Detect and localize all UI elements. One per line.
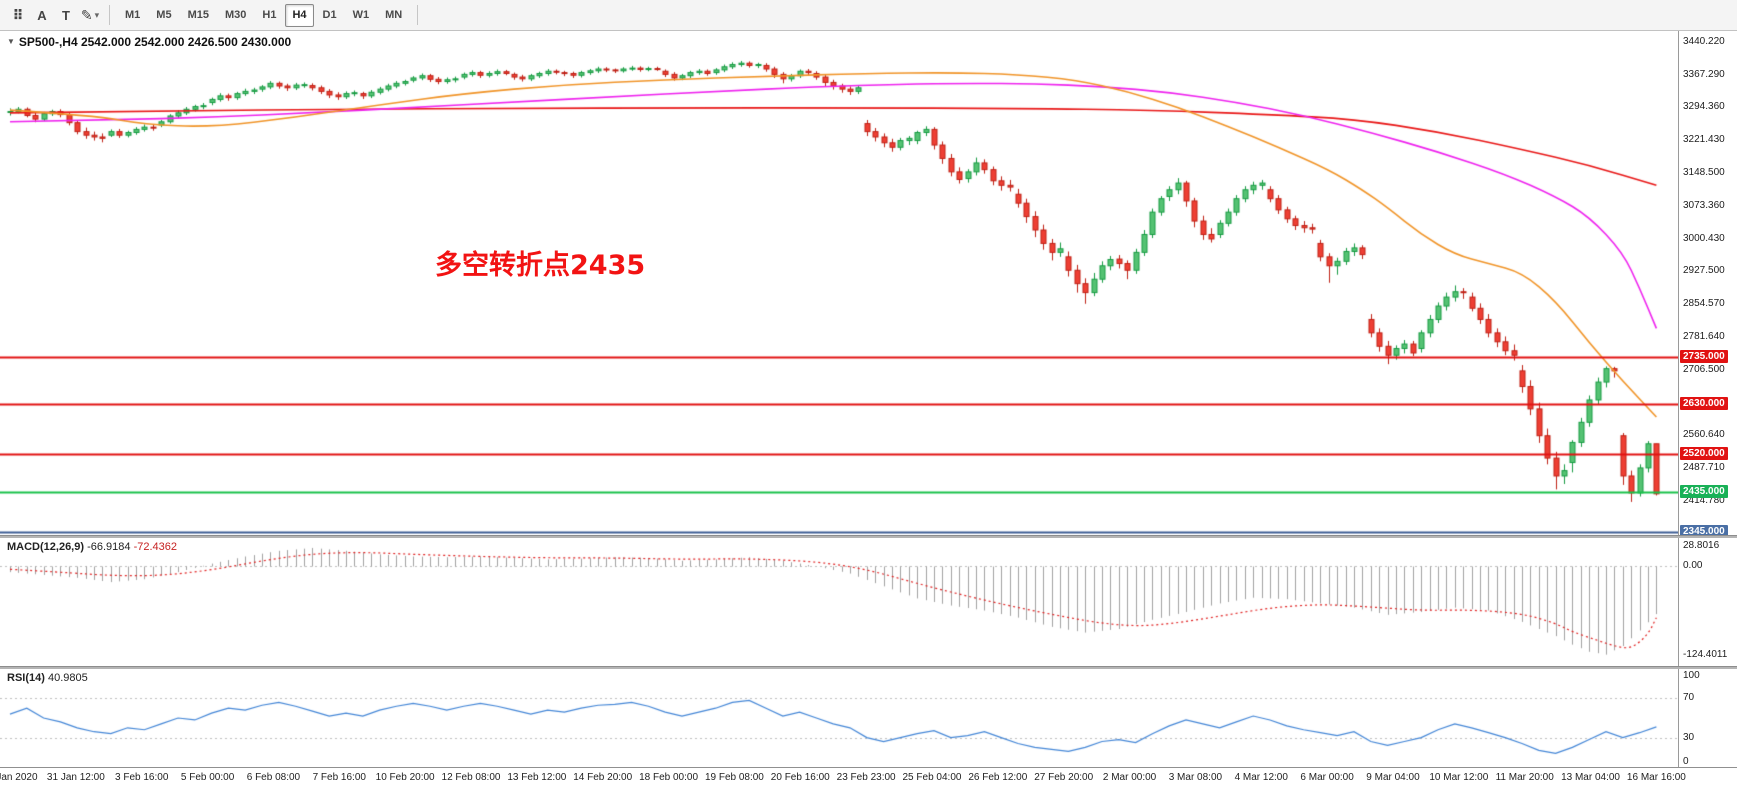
scale-tick: 3440.220 — [1683, 36, 1725, 48]
time-label: 14 Feb 20:00 — [573, 772, 633, 783]
macd-panel: MACD(12,26,9) -66.9184 -72.4362 28.8016 0… — [0, 538, 1737, 666]
timeframe-bar: M1 M5 M15 M30 H1 H4 D1 W1 MN — [117, 3, 410, 27]
scale-tick: 3073.360 — [1683, 200, 1725, 212]
rsi-scale[interactable]: 100 70 30 0 — [1678, 669, 1737, 767]
time-label: 6 Feb 08:00 — [246, 772, 301, 783]
time-label: 2 Mar 00:00 — [1102, 772, 1157, 783]
time-label: 31 Jan 12:00 — [46, 772, 105, 783]
chevron-down-icon: ▾ — [94, 9, 100, 20]
chart-title: ▼ SP500-,H4 2542.000 2542.000 2426.500 24… — [7, 35, 291, 49]
macd-canvas[interactable] — [0, 538, 1679, 666]
toolbar: ⠿ A T ✎ ▾ M1 M5 M15 M30 H1 H4 D1 W1 MN — [0, 0, 1737, 31]
draw-tools-button[interactable]: ✎ ▾ — [79, 3, 101, 27]
timeframe-button-h4[interactable]: H4 — [285, 3, 314, 27]
label-tool-label: T — [62, 7, 70, 23]
scale-tick: 70 — [1683, 692, 1695, 704]
rsi-label: RSI(14) 40.9805 — [7, 672, 88, 684]
time-label: 7 Feb 16:00 — [312, 772, 366, 783]
timeframe-button-d1[interactable]: D1 — [322, 8, 337, 21]
scale-tick: 3221.430 — [1683, 133, 1725, 145]
chart-window: ▼ SP500-,H4 2542.000 2542.000 2426.500 24… — [0, 31, 1737, 790]
time-label: 25 Feb 04:00 — [902, 772, 962, 783]
time-label: 3 Mar 08:00 — [1168, 772, 1223, 783]
timeframe-button-mn[interactable]: MN — [385, 8, 403, 21]
main-chart-canvas[interactable] — [0, 31, 1679, 535]
label-tool-button[interactable]: T — [55, 3, 77, 27]
scale-tick: -124.4011 — [1683, 648, 1728, 660]
scale-tick: 3294.360 — [1683, 101, 1725, 113]
grid-dots-icon[interactable]: ⠿ — [7, 3, 29, 27]
time-label: 19 Feb 08:00 — [704, 772, 764, 783]
scale-tick: 2854.570 — [1683, 297, 1725, 309]
price-tag: 2735.000 — [1680, 350, 1728, 364]
main-price-panel: ▼ SP500-,H4 2542.000 2542.000 2426.500 24… — [0, 31, 1737, 535]
scale-tick: 3367.290 — [1683, 68, 1725, 80]
rsi-value: 40.9805 — [47, 672, 88, 684]
time-label: 5 Feb 00:00 — [180, 772, 235, 783]
time-label: 26 Feb 12:00 — [968, 772, 1028, 783]
price-scale[interactable]: 3440.220 3367.290 3294.360 3221.430 3148.500… — [1678, 31, 1737, 535]
time-label: 10 Feb 20:00 — [375, 772, 435, 783]
timeframe-button-w1[interactable]: W1 — [352, 8, 370, 21]
time-label: 9 Mar 04:00 — [1366, 772, 1420, 783]
price-tag: 2435.000 — [1680, 484, 1728, 498]
panel-splitter[interactable] — [0, 535, 1737, 538]
price-tag: 2520.000 — [1680, 446, 1728, 460]
chart-menu-triangle-icon[interactable]: ▼ — [7, 37, 15, 46]
time-label: 4 Mar 12:00 — [1234, 772, 1288, 783]
macd-value-signal: -72.4362 — [133, 541, 178, 553]
rsi-name: RSI(14) — [7, 672, 45, 684]
text-tool-button[interactable]: A — [31, 3, 53, 27]
timeframe-button-m1[interactable]: M1 — [125, 8, 141, 21]
time-label: 18 Feb 00:00 — [639, 772, 699, 783]
macd-scale[interactable]: 28.8016 0.00 -124.4011 — [1678, 538, 1737, 666]
scale-tick: 2706.500 — [1683, 364, 1725, 376]
grid-dots-glyph: ⠿ — [12, 7, 24, 23]
rsi-panel: RSI(14) 40.9805 100 70 30 0 — [0, 669, 1737, 767]
timeframe-button-m30[interactable]: M30 — [224, 8, 247, 21]
scale-tick: 2414.780 — [1683, 494, 1725, 506]
time-label: 16 Mar 16:00 — [1626, 772, 1686, 783]
macd-value-main: -66.9184 — [87, 541, 131, 553]
scale-tick: 0.00 — [1683, 560, 1703, 572]
time-label: 27 Feb 20:00 — [1034, 772, 1094, 783]
time-label: 30 Jan 2020 — [0, 772, 38, 783]
time-label: 13 Mar 04:00 — [1561, 772, 1620, 783]
text-tool-label: A — [37, 7, 47, 23]
scale-tick: 30 — [1683, 731, 1695, 743]
scale-tick: 28.8016 — [1683, 539, 1720, 551]
scale-tick: 3000.430 — [1683, 232, 1725, 244]
scale-tick: 2927.500 — [1683, 265, 1725, 277]
timeframe-button-m15[interactable]: M15 — [187, 8, 209, 21]
price-tag: 2345.000 — [1680, 524, 1728, 535]
symbol-ohlc-text: SP500-,H4 2542.000 2542.000 2426.500 243… — [18, 35, 292, 49]
price-tag: 2630.000 — [1680, 397, 1728, 411]
scale-tick: 2781.640 — [1683, 330, 1725, 342]
timeframe-button-h1[interactable]: H1 — [262, 8, 277, 21]
time-label: 20 Feb 16:00 — [770, 772, 830, 783]
scale-tick: 2560.640 — [1683, 429, 1725, 441]
time-label: 3 Feb 16:00 — [115, 772, 169, 783]
chart-annotation-text[interactable]: 多空转折点2435 — [435, 250, 646, 281]
scale-tick: 3148.500 — [1683, 166, 1725, 178]
toolbar-separator — [417, 5, 419, 25]
macd-name: MACD(12,26,9) — [7, 541, 85, 553]
rsi-canvas[interactable] — [0, 669, 1679, 767]
toolbar-separator — [109, 5, 110, 25]
timeframe-button-m5[interactable]: M5 — [156, 8, 172, 21]
time-label: 12 Feb 08:00 — [441, 772, 501, 783]
macd-label: MACD(12,26,9) -66.9184 -72.4362 — [7, 541, 177, 553]
time-label: 11 Mar 20:00 — [1495, 772, 1554, 783]
time-label: 10 Mar 12:00 — [1429, 772, 1489, 783]
time-label: 13 Feb 12:00 — [507, 772, 567, 783]
scale-tick: 2487.710 — [1683, 462, 1725, 474]
time-label: 6 Mar 00:00 — [1300, 772, 1354, 783]
pencil-icon: ✎ — [80, 7, 93, 23]
panel-splitter[interactable] — [0, 666, 1737, 669]
scale-tick: 100 — [1683, 670, 1700, 681]
scale-tick: 0 — [1683, 756, 1689, 767]
time-axis[interactable]: 30 Jan 2020 31 Jan 12:00 3 Feb 16:00 5 Feb … — [0, 767, 1737, 790]
time-label: 23 Feb 23:00 — [836, 772, 896, 783]
